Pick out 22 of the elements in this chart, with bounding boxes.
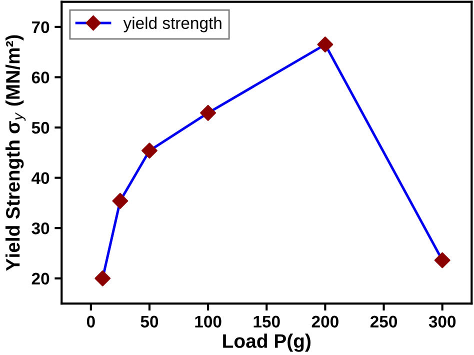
- x-tick-label: 50: [140, 316, 158, 328]
- point: [142, 142, 158, 159]
- point: [317, 36, 334, 52]
- point: [94, 270, 111, 286]
- point: [112, 192, 128, 209]
- point: [200, 104, 216, 121]
- x-axis-title: Load P(g): [223, 334, 310, 352]
- x-tick-label: 0: [86, 316, 95, 328]
- y-tick-label: 60: [32, 72, 50, 84]
- y-tick-label: 40: [32, 172, 50, 184]
- y-tick-label: 50: [32, 122, 50, 134]
- y-tick-label: 20: [32, 272, 50, 285]
- x-tick-label: 150: [254, 316, 280, 328]
- x-tick-label: 250: [370, 316, 397, 328]
- y-tick-label: 70: [32, 21, 50, 34]
- x-tick-label: 300: [428, 316, 456, 328]
- x-tick-label: 200: [312, 316, 338, 328]
- x-tick-label: 100: [195, 316, 222, 328]
- legend-label: yield strength: [123, 16, 222, 32]
- y-axis-title: Yield Strength σ$_{y}$ (MN/m²): [6, 35, 26, 271]
- point: [434, 252, 450, 268]
- y-tick-label: 30: [32, 222, 50, 234]
